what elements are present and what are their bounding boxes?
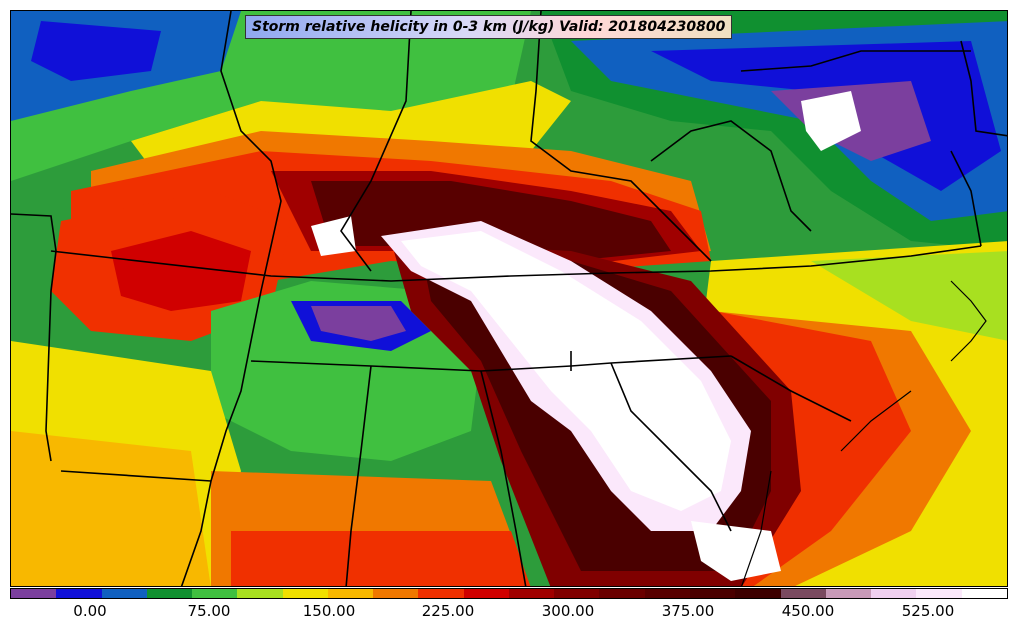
colorbar-segment <box>961 589 1007 598</box>
colorbar-segment <box>101 589 147 598</box>
colorbar-segment <box>463 589 509 598</box>
colorbar-segment <box>146 589 193 598</box>
colorbar-segment <box>237 589 283 598</box>
colorbar-tick-label: 450.00 <box>781 602 835 620</box>
colorbar-tick-label: 375.00 <box>661 602 715 620</box>
colorbar-tick-label: 75.00 <box>187 602 231 620</box>
colorbar <box>10 588 1008 599</box>
colorbar-tick-label: 300.00 <box>541 602 595 620</box>
colorbar-segment <box>644 589 690 598</box>
colorbar-segment <box>871 589 917 598</box>
map-field <box>11 11 1007 586</box>
colorbar-segment <box>508 589 555 598</box>
colorbar-tick-label: 150.00 <box>302 602 356 620</box>
colorbar-tick-label: 0.00 <box>73 602 107 620</box>
colorbar-tick-label: 525.00 <box>901 602 955 620</box>
colorbar-segment <box>282 589 328 598</box>
colorbar-segment <box>56 589 102 598</box>
colorbar-segment <box>825 589 872 598</box>
colorbar-tick-labels: 0.00 75.00 150.00 225.00 300.00 375.00 4… <box>0 602 1018 622</box>
colorbar-tick-label: 225.00 <box>421 602 475 620</box>
map-title: Storm relative helicity in 0-3 km (J/kg)… <box>245 15 733 39</box>
colorbar-segment <box>192 589 238 598</box>
colorbar-segment <box>735 589 781 598</box>
colorbar-segment <box>327 589 374 598</box>
colorbar-segment <box>554 589 600 598</box>
colorbar-segment <box>418 589 464 598</box>
colorbar-segment <box>11 589 57 598</box>
colorbar-segment <box>916 589 962 598</box>
colorbar-segment <box>780 589 826 598</box>
colorbar-segment <box>373 589 419 598</box>
helicity-map <box>10 10 1008 587</box>
colorbar-segment <box>689 589 736 598</box>
colorbar-segment <box>599 589 645 598</box>
